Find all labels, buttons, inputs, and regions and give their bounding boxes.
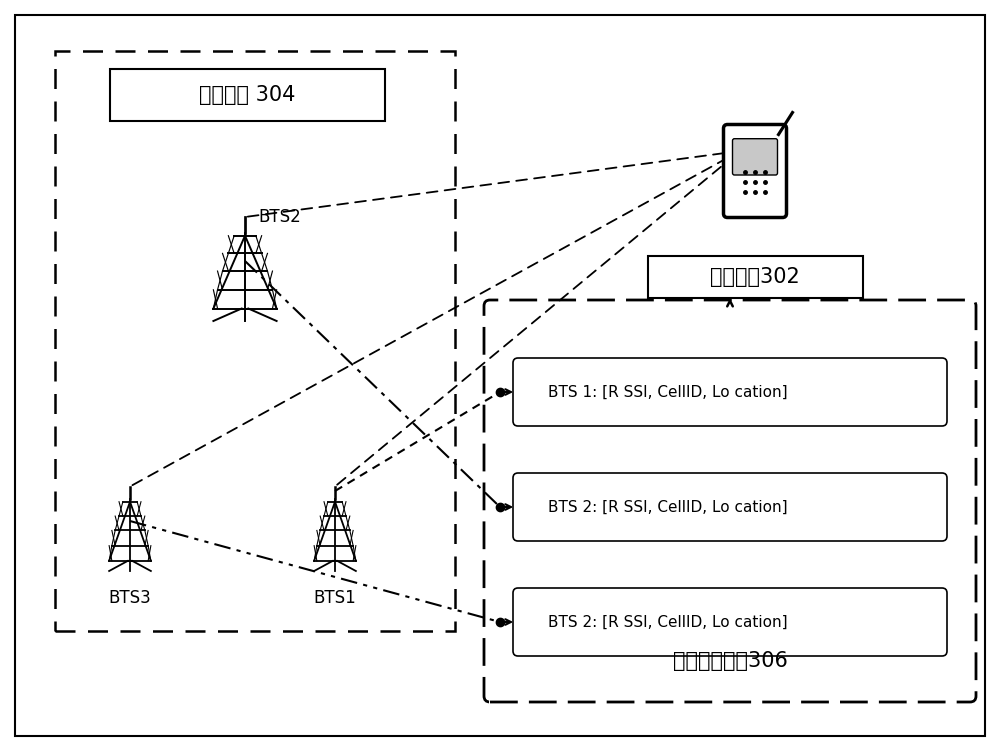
- Text: 目标终端302: 目标终端302: [710, 267, 800, 287]
- Text: BTS 1: [R SSI, CellID, Lo cation]: BTS 1: [R SSI, CellID, Lo cation]: [548, 385, 788, 400]
- FancyBboxPatch shape: [732, 139, 778, 175]
- FancyBboxPatch shape: [513, 473, 947, 541]
- Text: BTS 2: [R SSI, CellID, Lo cation]: BTS 2: [R SSI, CellID, Lo cation]: [548, 614, 788, 629]
- Text: 目标基站 304: 目标基站 304: [199, 85, 296, 105]
- Text: BTS3: BTS3: [109, 589, 151, 607]
- Bar: [648, 256, 862, 298]
- FancyBboxPatch shape: [513, 588, 947, 656]
- Text: BTS 2: [R SSI, CellID, Lo cation]: BTS 2: [R SSI, CellID, Lo cation]: [548, 499, 788, 514]
- Text: BTS1: BTS1: [314, 589, 356, 607]
- FancyBboxPatch shape: [724, 125, 786, 218]
- Bar: [110, 69, 385, 121]
- FancyBboxPatch shape: [513, 358, 947, 426]
- Text: BTS2: BTS2: [259, 208, 301, 226]
- FancyBboxPatch shape: [484, 300, 976, 702]
- Bar: [55, 51, 455, 631]
- Text: 目标基站信息306: 目标基站信息306: [673, 651, 787, 671]
